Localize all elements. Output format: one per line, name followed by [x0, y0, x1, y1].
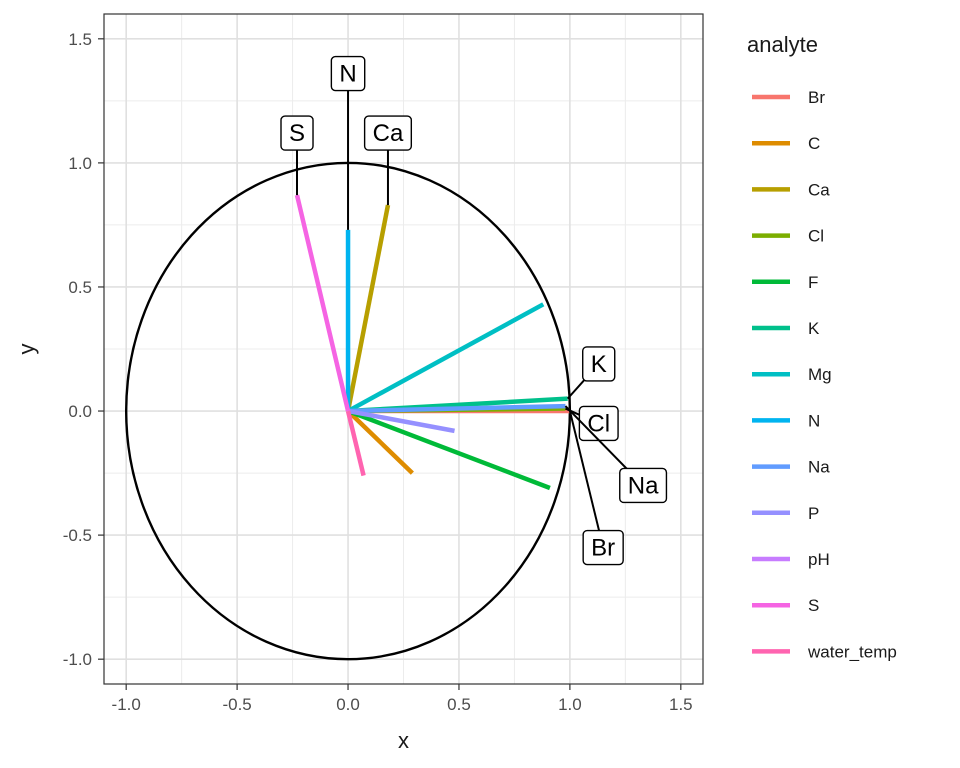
annotation-s: S — [280, 115, 314, 196]
x-tick-label: -1.0 — [112, 695, 141, 714]
annotation-leader-br — [568, 410, 605, 548]
legend-item-n: N — [752, 411, 820, 430]
legend-item-na: Na — [752, 458, 830, 477]
legend-label-water-temp: water_temp — [807, 642, 897, 661]
annotation-cl: Cl — [565, 405, 619, 442]
annotation-box-s — [280, 115, 314, 151]
legend-item-f: F — [752, 273, 818, 292]
x-tick-label: 0.0 — [336, 695, 360, 714]
legend-label-cl: Cl — [808, 227, 824, 246]
series-f — [347, 408, 551, 491]
y-tick-label: -1.0 — [63, 650, 92, 669]
legend-label-na: Na — [808, 458, 830, 477]
annotation-ca: Ca — [363, 115, 413, 206]
legend-item-cl: Cl — [752, 227, 824, 246]
legend-item-br: Br — [752, 88, 825, 107]
annotation-na: Na — [564, 405, 668, 504]
annotation-label-n: N — [339, 61, 356, 88]
annotation-n: N — [330, 55, 366, 230]
series-mg — [346, 302, 545, 414]
series-c — [346, 409, 414, 475]
series-s — [294, 194, 351, 412]
legend-label-p: P — [808, 504, 819, 523]
legend-item-water-temp: water_temp — [752, 642, 897, 661]
x-tick-label: 0.5 — [447, 695, 471, 714]
series-na — [347, 403, 566, 414]
legend-item-p: P — [752, 504, 819, 523]
y-tick-label: -0.5 — [63, 526, 92, 545]
legend-item-s: S — [752, 596, 819, 615]
y-tick-label: 1.5 — [68, 30, 92, 49]
legend-item-ca: Ca — [752, 180, 830, 199]
legend-item-mg: Mg — [752, 365, 832, 384]
annotation-label-cl: Cl — [587, 410, 610, 437]
y-tick-label: 1.0 — [68, 154, 92, 173]
x-tick-label: 1.5 — [669, 695, 693, 714]
legend-label-ca: Ca — [808, 180, 830, 199]
y-tick-label: 0.0 — [68, 402, 92, 421]
legend-item-ph: pH — [752, 550, 830, 569]
legend-label-br: Br — [808, 88, 825, 107]
annotation-box-ca — [363, 115, 413, 151]
annotation-label-na: Na — [628, 472, 659, 499]
annotation-br: Br — [568, 410, 624, 566]
annotation-label-s: S — [289, 120, 305, 147]
annotation-label-ca: Ca — [373, 120, 404, 147]
series-layer — [294, 194, 570, 491]
series-ca — [345, 204, 391, 412]
legend-label-k: K — [808, 319, 820, 338]
annotation-box-n — [330, 55, 366, 92]
y-axis-ticks: -1.0 -0.5 0.0 0.5 1.0 1.5 — [63, 30, 104, 669]
series-water-temp — [345, 410, 366, 477]
annotation-label-k: K — [591, 351, 607, 378]
panel-border — [103, 13, 704, 685]
legend-title: analyte — [747, 32, 818, 57]
legend-label-f: F — [808, 273, 818, 292]
legend-label-s: S — [808, 596, 819, 615]
legend-item-c: C — [752, 134, 820, 153]
x-axis-ticks: -1.0 -0.5 0.0 0.5 1.0 1.5 — [112, 684, 693, 714]
series-p — [347, 408, 455, 434]
annotation-box-k — [582, 346, 616, 382]
annotation-label-br: Br — [591, 535, 615, 562]
legend-label-ph: pH — [808, 550, 830, 569]
legend-label-c: C — [808, 134, 820, 153]
x-tick-label: -0.5 — [222, 695, 251, 714]
legend-item-k: K — [752, 319, 820, 338]
annotation-k: K — [566, 346, 616, 400]
annotation-box-na — [619, 467, 668, 504]
legend-label-n: N — [808, 411, 820, 430]
annotation-layer: N S Ca K Cl Na Br — [280, 55, 668, 566]
annotation-box-br — [582, 529, 624, 566]
x-axis-title: x — [398, 728, 409, 753]
y-axis-title: y — [14, 344, 39, 355]
x-tick-label: 1.0 — [558, 695, 582, 714]
y-tick-label: 0.5 — [68, 278, 92, 297]
legend-label-mg: Mg — [808, 365, 832, 384]
